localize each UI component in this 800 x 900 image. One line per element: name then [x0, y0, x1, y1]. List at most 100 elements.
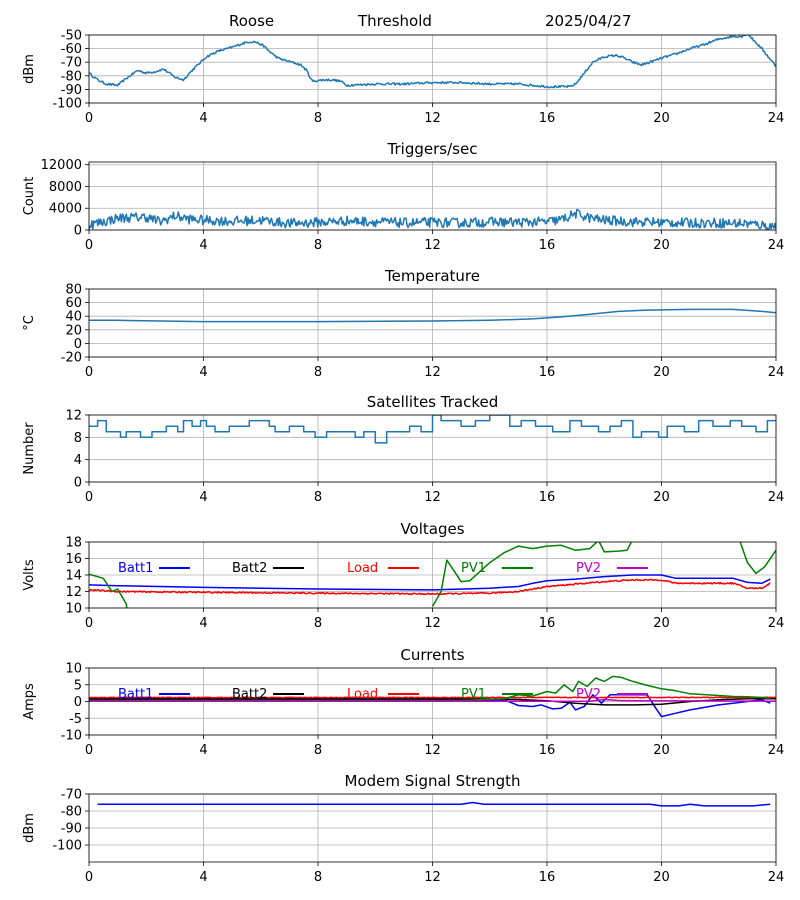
report-date: 2025/04/27: [545, 12, 632, 30]
y-tick-label: 12000: [41, 158, 82, 173]
y-tick-label: -20: [61, 351, 82, 366]
y-tick-label: 4: [74, 453, 82, 468]
x-tick-label: 12: [424, 743, 441, 758]
x-tick-label: 24: [768, 743, 785, 758]
x-tick-label: 0: [85, 870, 93, 885]
chart-panel-3: 0 4 8 12 16 20 24 0 4 8 12 Satellites Tracked Number: [22, 393, 784, 505]
y-tick-label: -100: [52, 97, 82, 112]
series-line-pv1: [89, 542, 776, 608]
x-tick-label: 4: [199, 490, 207, 505]
series-group: [89, 208, 776, 230]
y-tick-label: 12: [65, 409, 82, 424]
x-tick-label: 20: [653, 238, 670, 253]
chart-title: Temperature: [384, 267, 480, 285]
chart-panel-5: 0 4 8 12 16 20 24 -10 -5 0 510 Currents Amps Batt1 Bat…: [22, 646, 784, 758]
x-tick-label: 16: [539, 111, 556, 126]
x-tick-label: 0: [85, 490, 93, 505]
chart-panel-1: 0 4 8 12 16 20 24 0 4000 8000 12000 Triggers/sec Cou…: [22, 140, 784, 253]
series-line-satellites: [89, 415, 776, 444]
y-tick-label: 40: [65, 310, 82, 325]
x-tick-label: 20: [653, 616, 670, 631]
mode-label: Threshold: [358, 12, 432, 30]
y-axis-label: Volts: [22, 559, 37, 591]
x-tick-label: 8: [314, 870, 322, 885]
x-tick-label: 8: [314, 743, 322, 758]
x-tick-label: 16: [539, 238, 556, 253]
y-tick-label: -50: [61, 29, 82, 44]
y-tick-label: 20: [65, 323, 82, 338]
chart-title: Voltages: [400, 520, 464, 538]
chart-title: Triggers/sec: [387, 140, 478, 158]
chart-panel-0: 0 4 8 12 16 20 24 -100-90-80-70-60-50 dBm: [22, 29, 784, 127]
x-tick-label: 8: [314, 238, 322, 253]
y-tick-label: -10: [61, 729, 82, 744]
legend-label: Batt1: [118, 687, 153, 702]
y-tick-label: 16: [65, 552, 82, 567]
series-line-threshold: [89, 35, 776, 89]
x-tick-label: 0: [85, 111, 93, 126]
x-tick-label: 16: [539, 616, 556, 631]
chart-title: Satellites Tracked: [367, 393, 498, 411]
legend-label: Load: [347, 561, 378, 576]
legend-label: PV1: [461, 687, 486, 702]
series-group: [97, 801, 771, 807]
x-tick-label: 24: [768, 238, 785, 253]
chart-panel-6: 0 4 8 12 16 20 24 -100 -90 -80 -70 Modem Signal Str…: [22, 772, 784, 885]
series-group: [89, 675, 776, 718]
y-tick-label: 10: [65, 662, 82, 677]
legend-label: Load: [347, 687, 378, 702]
series-line-temperature: [89, 308, 776, 323]
x-tick-label: 24: [768, 490, 785, 505]
legend-label: Batt2: [232, 561, 267, 576]
x-tick-label: 20: [653, 870, 670, 885]
y-tick-label: -70: [61, 788, 82, 803]
y-tick-label: 10: [65, 602, 82, 617]
y-tick-label: -100: [52, 839, 82, 854]
legend-label: PV2: [576, 561, 601, 576]
y-tick-label: 4000: [49, 202, 82, 217]
y-tick-label: 0: [74, 337, 82, 352]
y-tick-label: 14: [65, 569, 82, 584]
x-tick-label: 16: [539, 490, 556, 505]
y-tick-label: 0: [74, 695, 82, 710]
chart-title: Modem Signal Strength: [345, 772, 521, 790]
series-line-triggers: [89, 208, 776, 230]
x-tick-label: 8: [314, 111, 322, 126]
x-tick-label: 16: [539, 743, 556, 758]
legend-label: PV2: [576, 687, 601, 702]
series-group: [89, 542, 776, 608]
x-tick-label: 12: [424, 490, 441, 505]
series-group: [89, 415, 776, 444]
y-axis-label: Amps: [22, 683, 37, 720]
x-tick-label: 4: [199, 111, 207, 126]
series-group: [89, 35, 776, 89]
y-tick-label: -70: [61, 56, 82, 71]
x-tick-label: 16: [539, 365, 556, 380]
x-tick-label: 4: [199, 616, 207, 631]
y-tick-label: 80: [65, 283, 82, 298]
x-tick-label: 12: [424, 616, 441, 631]
x-tick-label: 0: [85, 365, 93, 380]
y-axis-label: Count: [22, 177, 37, 216]
y-tick-label: 0: [74, 224, 82, 239]
y-tick-label: -90: [61, 822, 82, 837]
x-tick-label: 0: [85, 238, 93, 253]
series-line-load: [89, 578, 771, 596]
legend-label: PV1: [461, 561, 486, 576]
x-tick-label: 20: [653, 490, 670, 505]
y-axis-label: Number: [22, 422, 37, 475]
series-line-modem: [97, 801, 771, 807]
y-tick-label: -5: [69, 712, 82, 727]
y-axis-label: dBm: [22, 813, 37, 843]
x-tick-label: 4: [199, 365, 207, 380]
x-tick-label: 12: [424, 365, 441, 380]
series-line-pv1: [89, 675, 771, 702]
x-tick-label: 20: [653, 111, 670, 126]
series-line-load: [89, 696, 776, 699]
x-tick-label: 20: [653, 365, 670, 380]
series-group: [89, 308, 776, 323]
x-tick-label: 0: [85, 743, 93, 758]
